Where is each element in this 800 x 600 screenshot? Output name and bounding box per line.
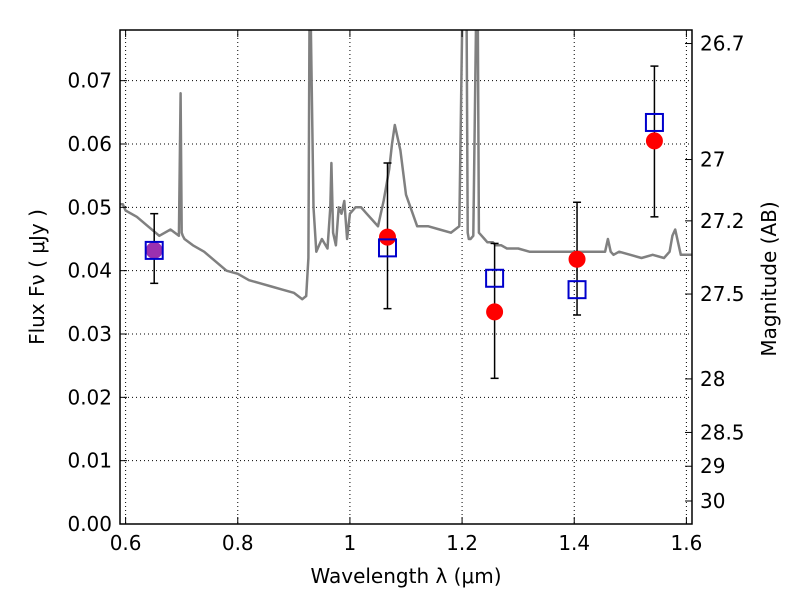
observed-points: [145, 132, 663, 321]
magnitude-tick-label: 27: [700, 148, 725, 172]
magnitude-axis-label: Magnitude (AB): [757, 201, 781, 356]
x-axis-label: Wavelength λ (μm): [310, 564, 501, 588]
y-tick-label: 0.06: [67, 132, 112, 156]
model-spectrum: [120, 30, 692, 301]
magnitude-axis: 26.7 27 27.2 27.5 28 28.5 29 30: [685, 32, 745, 513]
error-bars: [150, 65, 659, 380]
plot-frame: [119, 29, 693, 525]
model-photometry-point: [485, 268, 505, 288]
x-tick-label: 1.2: [446, 531, 478, 555]
y-tick-label: 0.03: [67, 322, 112, 346]
model-photometry-point: [144, 240, 164, 260]
y-tick-label: 0.01: [67, 449, 112, 473]
grid: [120, 30, 692, 525]
x-tick-label: 0.6: [110, 531, 142, 555]
observed-point: [486, 303, 504, 321]
y-tick-label: 0.00: [67, 512, 112, 536]
model-photometry-point: [644, 112, 664, 132]
observed-point: [145, 241, 163, 259]
y-tick-label: 0.05: [67, 195, 112, 219]
observed-point: [568, 250, 586, 268]
magnitude-tick-label: 30: [700, 489, 725, 513]
y-axis: 0.00 0.01 0.02 0.03 0.04 0.05 0.06 0.07: [67, 69, 127, 536]
y-tick-label: 0.07: [67, 69, 112, 93]
x-tick-label: 1: [344, 531, 357, 555]
magnitude-tick-label: 28.5: [700, 420, 745, 444]
magnitude-tick-label: 27.2: [700, 209, 745, 233]
magnitude-tick-label: 28: [700, 367, 725, 391]
x-tick-label: 1.4: [558, 531, 590, 555]
y-tick-label: 0.04: [67, 259, 112, 283]
magnitude-tick-label: 27.5: [700, 282, 745, 306]
x-tick-label: 0.8: [222, 531, 254, 555]
magnitude-tick-label: 26.7: [700, 32, 745, 56]
magnitude-tick-label: 29: [700, 454, 725, 478]
y-axis-label: Flux Fν ( μJy ): [25, 209, 49, 345]
observed-point: [378, 228, 396, 246]
model-photometry-points: [144, 112, 664, 300]
model-photometry-point: [377, 238, 397, 258]
spectrum-line: [120, 30, 692, 301]
model-photometry-point: [567, 280, 587, 300]
y-tick-label: 0.02: [67, 385, 112, 409]
observed-point: [645, 132, 663, 150]
x-axis: 0.6 0.8 1 1.2 1.4 1.6: [110, 30, 702, 555]
x-tick-label: 1.6: [670, 531, 702, 555]
